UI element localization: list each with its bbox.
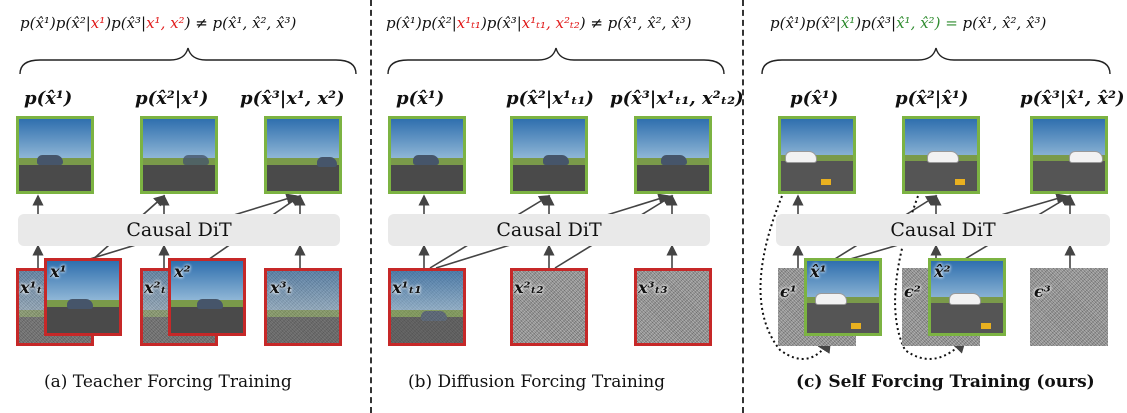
dist-b-1: p(x̂¹) — [396, 88, 445, 109]
input-label-c-5: ϵ³ — [1034, 282, 1051, 301]
input-label-c-4: x̂² — [934, 262, 951, 281]
causal-dit-a: Causal DiT — [18, 214, 340, 246]
brace-b — [387, 47, 725, 75]
dist-a-2: p(x̂²|x¹) — [135, 88, 209, 109]
equation-b: p(x̂¹)p(x̂²|x¹ₜ₁)p(x̂³|x¹ₜ₁, x²ₜ₂) ≠ p(x… — [386, 14, 692, 32]
input-label-a-5: x³ₜ — [270, 278, 293, 297]
output-frame-b-1 — [388, 116, 466, 194]
output-frame-a-3 — [264, 116, 342, 194]
dist-b-2: p(x̂²|x¹ₜ₁) — [506, 88, 594, 109]
input-label-a-1: x¹ₜ — [20, 278, 43, 297]
brace-a — [19, 47, 357, 75]
output-frame-b-3 — [634, 116, 712, 194]
dist-a-3: p(x̂³|x¹, x²) — [240, 88, 345, 109]
input-label-a-3: x²ₜ — [144, 278, 167, 297]
input-label-c-1: ϵ¹ — [780, 282, 797, 301]
input-frame-c-gen-1 — [804, 258, 882, 336]
input-label-a-4: x² — [174, 262, 191, 281]
dist-b-3: p(x̂³|x¹ₜ₁, x²ₜ₂) — [610, 88, 744, 109]
output-frame-c-2 — [902, 116, 980, 194]
output-frame-a-2 — [140, 116, 218, 194]
input-frame-a-noisy-3 — [264, 268, 342, 346]
causal-dit-c: Causal DiT — [776, 214, 1110, 246]
input-frame-a-clean-2 — [168, 258, 246, 336]
input-frame-b-2 — [510, 268, 588, 346]
separator-bc — [742, 0, 744, 413]
input-frame-a-clean-1 — [44, 258, 122, 336]
dist-a-1: p(x̂¹) — [24, 88, 73, 109]
causal-dit-b: Causal DiT — [388, 214, 710, 246]
dist-c-3: p(x̂³|x̂¹, x̂²) — [1020, 88, 1125, 109]
input-label-b-3: x³ₜ₃ — [638, 278, 668, 297]
input-label-b-1: x¹ₜ₁ — [392, 278, 422, 297]
input-frame-b-1 — [388, 268, 466, 346]
equation-c: p(x̂¹)p(x̂²|x̂¹)p(x̂³|x̂¹, x̂²) = p(x̂¹,… — [770, 14, 1047, 32]
output-frame-a-1 — [16, 116, 94, 194]
output-frame-c-3 — [1030, 116, 1108, 194]
dist-c-2: p(x̂²|x̂¹) — [895, 88, 969, 109]
input-frame-c-gen-2 — [928, 258, 1006, 336]
caption-a: (a) Teacher Forcing Training — [44, 372, 292, 392]
dist-c-1: p(x̂¹) — [790, 88, 839, 109]
caption-c: (c) Self Forcing Training (ours) — [796, 372, 1095, 392]
equation-a: p(x̂¹)p(x̂²|x¹)p(x̂³|x¹, x²) ≠ p(x̂¹, x̂… — [20, 14, 297, 32]
input-frame-b-3 — [634, 268, 712, 346]
input-frame-c-noise-3 — [1030, 268, 1108, 346]
separator-ab — [370, 0, 372, 413]
caption-b: (b) Diffusion Forcing Training — [408, 372, 666, 392]
output-frame-c-1 — [778, 116, 856, 194]
brace-c — [761, 47, 1111, 75]
input-label-b-2: x²ₜ₂ — [514, 278, 544, 297]
input-label-c-3: ϵ² — [904, 282, 921, 301]
input-label-c-2: x̂¹ — [810, 262, 827, 281]
input-label-a-2: x¹ — [50, 262, 67, 281]
output-frame-b-2 — [510, 116, 588, 194]
